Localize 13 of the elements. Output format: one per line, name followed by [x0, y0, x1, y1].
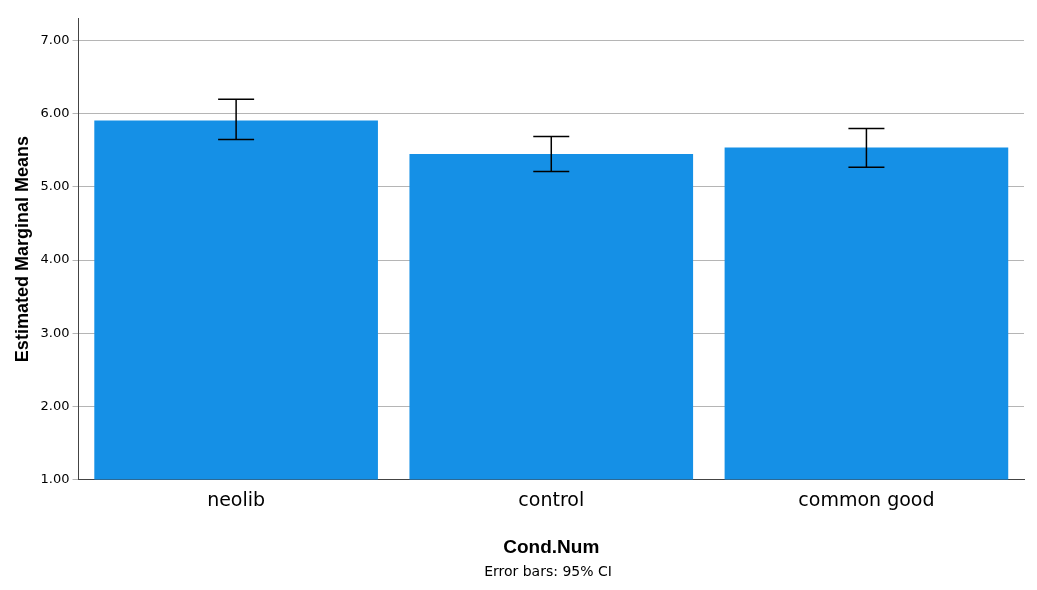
y-tick-label: 5.00 [40, 178, 70, 194]
x-tick-label: neolib [207, 487, 266, 510]
y-tick-label: 1.00 [40, 470, 70, 486]
y-tick-label: 2.00 [40, 397, 70, 413]
x-tick-label: common good [798, 487, 935, 510]
y-tick-label: 3.00 [40, 324, 70, 340]
x-tick-label: control [518, 487, 585, 510]
text: Error bars: 95% CI [483, 563, 613, 579]
y-tick-label: 6.00 [40, 105, 70, 121]
x-axis-title: Cond.Num [503, 535, 600, 557]
y-tick-label: 4.00 [40, 251, 70, 267]
y-tick-label: 7.00 [40, 32, 70, 48]
y-axis-title: Estimated Marginal Means [11, 136, 32, 363]
